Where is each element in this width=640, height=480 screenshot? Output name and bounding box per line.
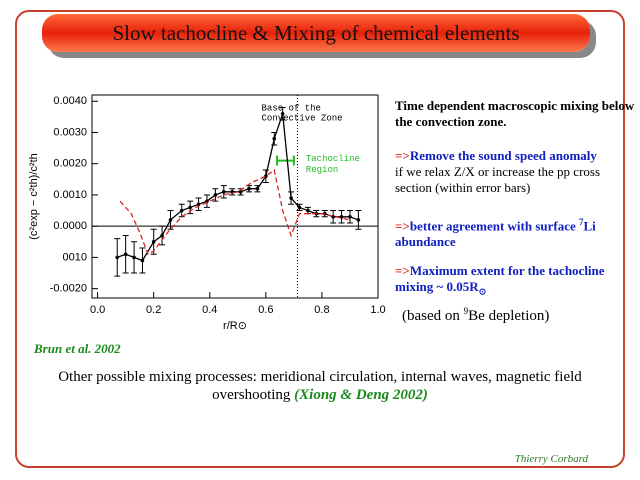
bullet: =>Maximum extent for the tachocline mixi… <box>395 263 635 300</box>
citation: Brun et al. 2002 <box>34 341 121 356</box>
y-tick-label: 0.0020 <box>53 158 87 170</box>
annotation: Tachocline <box>306 154 360 164</box>
data-point <box>297 205 302 210</box>
note-sup: 9 <box>463 306 469 316</box>
bullet-body: if we relax Z/X or increase the pp cross… <box>395 164 601 195</box>
x-tick-label: 0.2 <box>146 304 161 316</box>
data-point <box>168 218 173 222</box>
footer-text: Other possible mixing processes: meridio… <box>58 369 582 403</box>
y-tick-label: 0.0040 <box>53 95 87 107</box>
y-tick-label: 0.0010 <box>53 189 87 201</box>
data-point <box>356 218 361 222</box>
annotation: Region <box>306 165 338 175</box>
bullet: =>better agreement with surface 7Li abun… <box>395 214 635 250</box>
note: (based on 9Be depletion) <box>402 303 640 324</box>
arrow: => <box>395 263 410 278</box>
data-point <box>132 255 136 260</box>
bullet-lead: better agreement with surface <box>409 218 580 234</box>
y-tick-label: 0010 <box>63 251 87 263</box>
data-point <box>188 205 192 210</box>
data-point <box>306 208 310 213</box>
bullet-lead: Remove the sound speed anomaly <box>409 148 597 163</box>
intro: Time dependent macroscopic mixing below … <box>395 98 635 129</box>
x-tick-label: 0.4 <box>202 304 217 316</box>
x-tick-label: 0.0 <box>90 304 105 316</box>
x-tick-label: 0.6 <box>258 304 273 316</box>
annotation: Base of the <box>262 103 321 113</box>
plot-frame <box>91 94 379 299</box>
slide-frame <box>15 10 625 468</box>
data-point <box>339 215 344 219</box>
data-point <box>179 208 184 213</box>
x-axis-label: r/R⊙ <box>223 320 247 332</box>
data-point <box>123 252 128 257</box>
data-point <box>160 233 164 238</box>
data-point <box>213 193 218 197</box>
data-point <box>151 239 156 244</box>
data-point <box>289 196 293 200</box>
data-point <box>255 186 260 191</box>
data-point <box>238 190 243 194</box>
data-point <box>348 215 352 219</box>
data-point <box>115 255 120 260</box>
note-open: (based on <box>402 308 464 324</box>
data-point <box>221 190 226 194</box>
y-tick-label: 0.0000 <box>53 220 87 232</box>
data-point <box>140 258 145 263</box>
y-tick-label: 0.0030 <box>53 126 87 138</box>
data-point <box>280 111 285 116</box>
arrow: => <box>395 218 410 234</box>
y-tick-label: -0.0020 <box>50 283 87 295</box>
slide-title: Slow tachocline & Mixing of chemical ele… <box>42 14 590 52</box>
data-point <box>205 199 209 203</box>
data-point <box>272 136 277 141</box>
x-tick-label: 0.8 <box>314 304 329 316</box>
bullet: =>Remove the sound speed anomaly if we re… <box>395 148 635 196</box>
author: Thierry Corbard <box>514 453 588 465</box>
note-tail: Be depletion) <box>468 308 550 324</box>
x-tick-label: 1.0 <box>370 304 385 316</box>
footer: Other possible mixing processes: meridio… <box>30 368 610 404</box>
data-point <box>247 186 251 191</box>
bullet-lead: Maximum extent for the tachocline mixing… <box>395 263 605 294</box>
bullet-sub: ⊙ <box>478 286 487 297</box>
bullet-sup: 7 <box>579 217 584 227</box>
bullet-tail: Li abundance <box>395 218 596 250</box>
y-axis-label: (c²exp − c²th)/c²th <box>28 153 40 240</box>
footer-cite: (Xiong & Deng 2002) <box>294 387 428 403</box>
annotation: Convective Zone <box>262 113 343 123</box>
arrow: => <box>395 148 410 163</box>
series-line <box>119 168 351 256</box>
